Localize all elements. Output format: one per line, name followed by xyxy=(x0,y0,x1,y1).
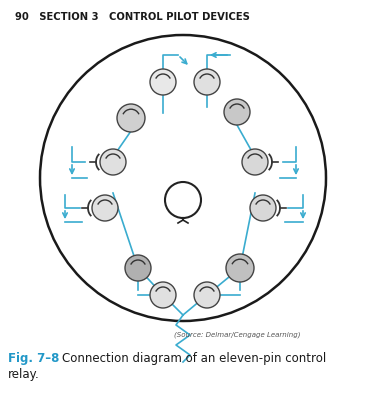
Text: Connection diagram of an eleven-pin control: Connection diagram of an eleven-pin cont… xyxy=(62,352,326,365)
Circle shape xyxy=(150,69,176,95)
Circle shape xyxy=(92,195,118,221)
Text: Fig. 7–8: Fig. 7–8 xyxy=(8,352,59,365)
Text: (Source: Delmar/Cengage Learning): (Source: Delmar/Cengage Learning) xyxy=(173,332,300,338)
Circle shape xyxy=(224,99,250,125)
Circle shape xyxy=(194,69,220,95)
Circle shape xyxy=(194,282,220,308)
Circle shape xyxy=(242,149,268,175)
Circle shape xyxy=(125,255,151,281)
Text: 90   SECTION 3   CONTROL PILOT DEVICES: 90 SECTION 3 CONTROL PILOT DEVICES xyxy=(15,12,250,22)
Circle shape xyxy=(150,282,176,308)
Circle shape xyxy=(250,195,276,221)
Circle shape xyxy=(117,104,145,132)
Circle shape xyxy=(100,149,126,175)
Text: relay.: relay. xyxy=(8,368,40,381)
Circle shape xyxy=(226,254,254,282)
